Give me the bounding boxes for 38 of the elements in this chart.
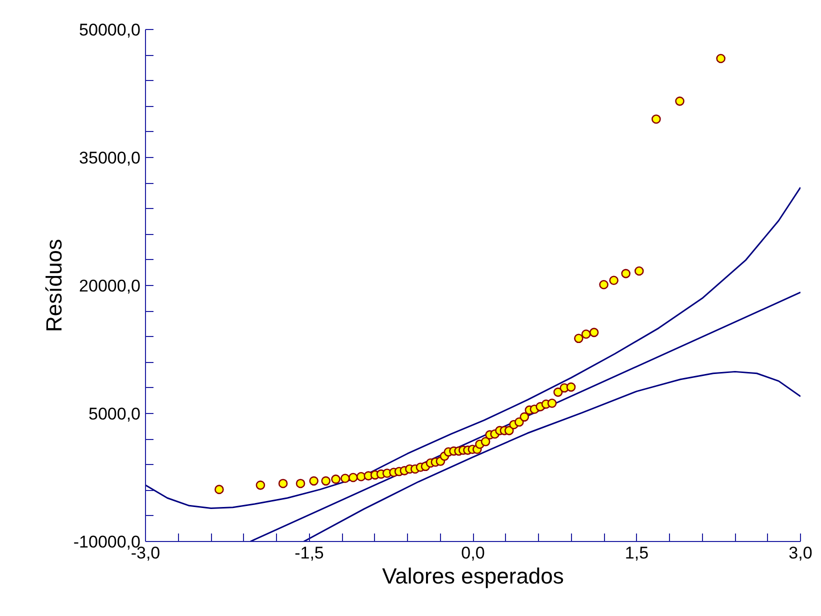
- y-tick-label: 50000,0: [79, 20, 140, 40]
- point: [581, 330, 591, 339]
- point: [340, 474, 350, 483]
- x-tick-label: 1,5: [624, 544, 649, 562]
- point: [547, 398, 557, 408]
- point: [214, 484, 224, 494]
- point: [296, 478, 306, 488]
- point: [566, 382, 576, 392]
- point: [256, 480, 266, 490]
- point: [621, 268, 630, 278]
- point: [348, 472, 358, 482]
- line-series: [146, 186, 800, 509]
- point: [599, 280, 608, 290]
- point: [553, 388, 563, 397]
- point: [652, 114, 661, 124]
- point: [520, 412, 530, 422]
- y-tick-label: 35000,0: [79, 148, 140, 168]
- point: [331, 474, 340, 484]
- point: [480, 437, 490, 446]
- y-tick-label: 5000,0: [88, 404, 141, 424]
- x-tick-label: -1,5: [294, 544, 324, 562]
- line-series: [303, 370, 800, 542]
- y-tick-label: 20000,0: [79, 276, 140, 296]
- x-tick-label: 0,0: [461, 544, 485, 562]
- point: [574, 334, 584, 344]
- point: [634, 266, 644, 276]
- point: [356, 472, 366, 482]
- point: [589, 328, 599, 338]
- point: [278, 478, 288, 488]
- point: [309, 476, 318, 486]
- y-axis-title: Resíduos: [41, 239, 66, 332]
- x-axis-title: Valores esperados: [382, 564, 564, 588]
- point: [321, 476, 330, 486]
- point: [504, 426, 514, 436]
- point: [609, 276, 618, 286]
- point: [675, 96, 684, 106]
- x-tick-label: 3,0: [788, 544, 812, 562]
- point: [716, 54, 726, 64]
